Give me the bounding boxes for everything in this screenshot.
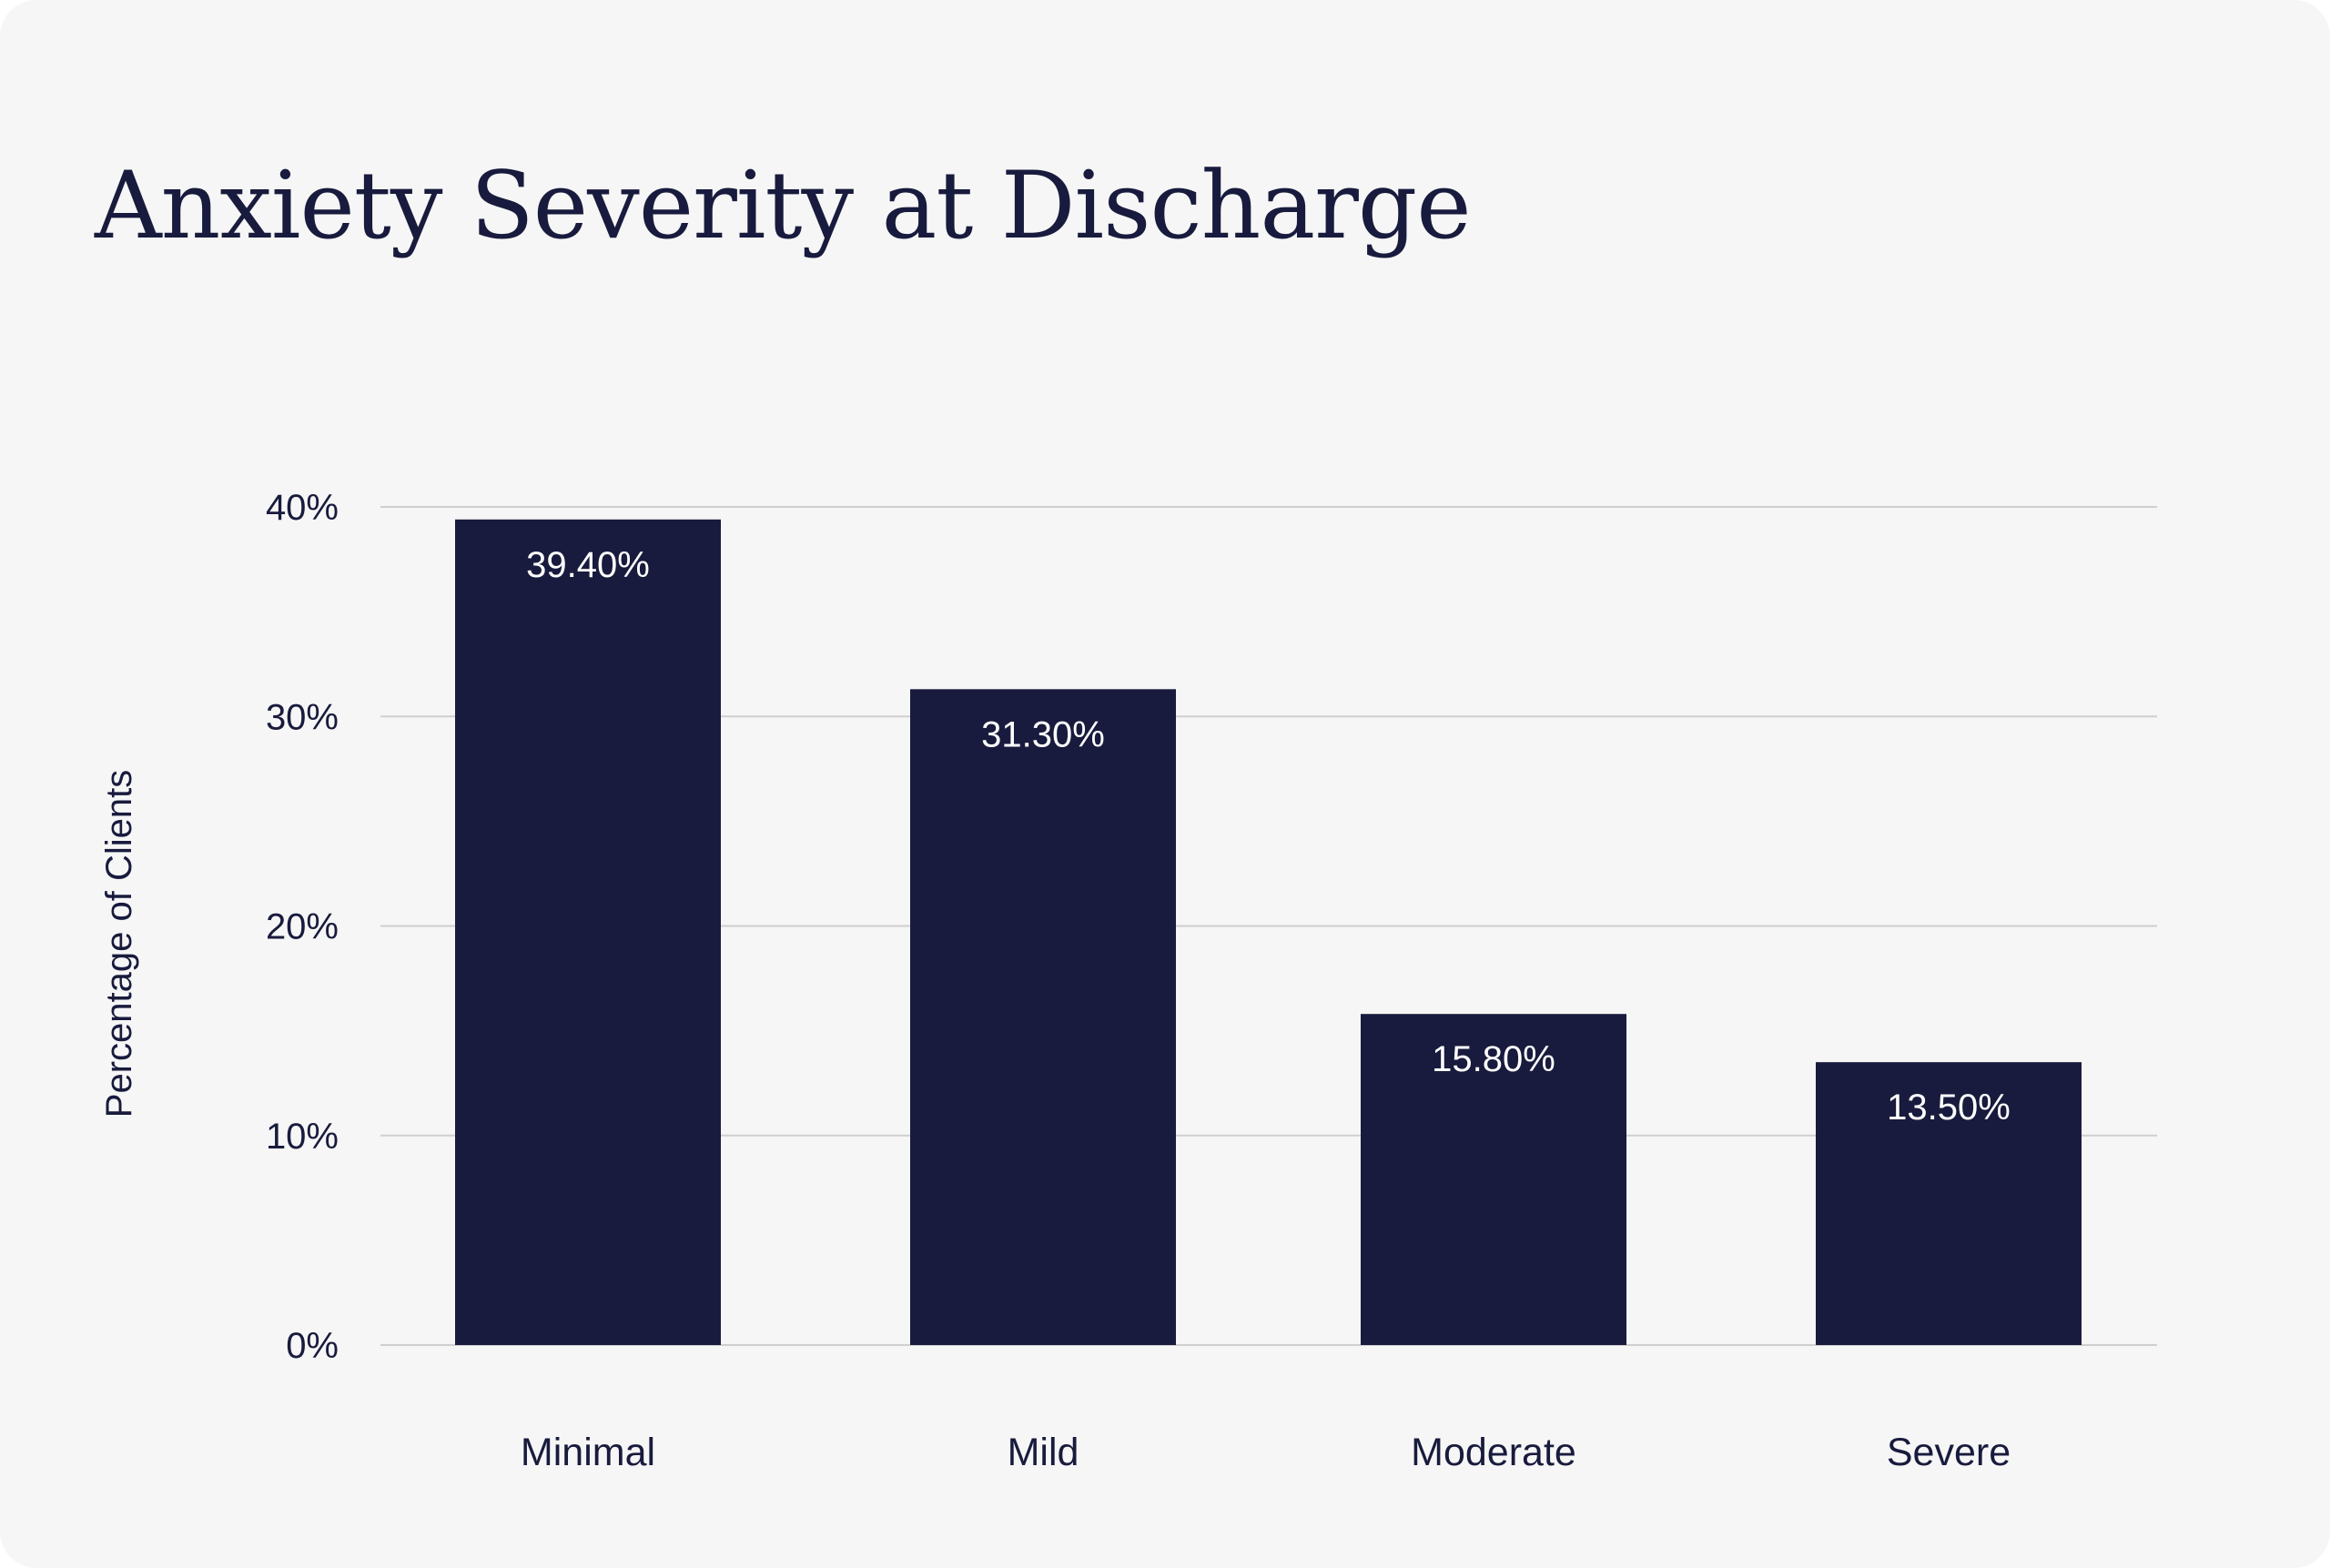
bar-value-label: 15.80% xyxy=(1432,1039,1555,1079)
y-axis-label: Percentage of Clients xyxy=(99,770,139,1118)
y-axis-ticks: 0% 10% 20% 30% 40% xyxy=(266,488,339,1366)
x-category-label: Minimal xyxy=(521,1431,655,1474)
bar-minimal xyxy=(455,519,721,1345)
x-category-label: Severe xyxy=(1887,1431,2011,1474)
bar-moderate xyxy=(1361,1014,1626,1345)
y-tick-label: 10% xyxy=(266,1117,339,1157)
y-tick-label: 20% xyxy=(266,907,339,947)
bar-severe xyxy=(1816,1062,2082,1345)
bar-mild xyxy=(910,689,1176,1345)
bar-value-label: 31.30% xyxy=(981,714,1105,754)
y-tick-label: 40% xyxy=(266,488,339,528)
bar-value-label: 39.40% xyxy=(526,545,650,585)
chart-title: Anxiety Severity at Discharge xyxy=(95,152,1472,260)
y-tick-label: 30% xyxy=(266,697,339,737)
x-category-label: Mild xyxy=(1008,1431,1079,1474)
bar-value-label: 13.50% xyxy=(1887,1087,2011,1128)
x-category-label: Moderate xyxy=(1411,1431,1576,1474)
y-tick-label: 0% xyxy=(286,1326,339,1366)
bars: 39.40% 31.30% 15.80% 13.50% xyxy=(455,519,2082,1345)
x-axis-categories: Minimal Mild Moderate Severe xyxy=(521,1431,2011,1474)
